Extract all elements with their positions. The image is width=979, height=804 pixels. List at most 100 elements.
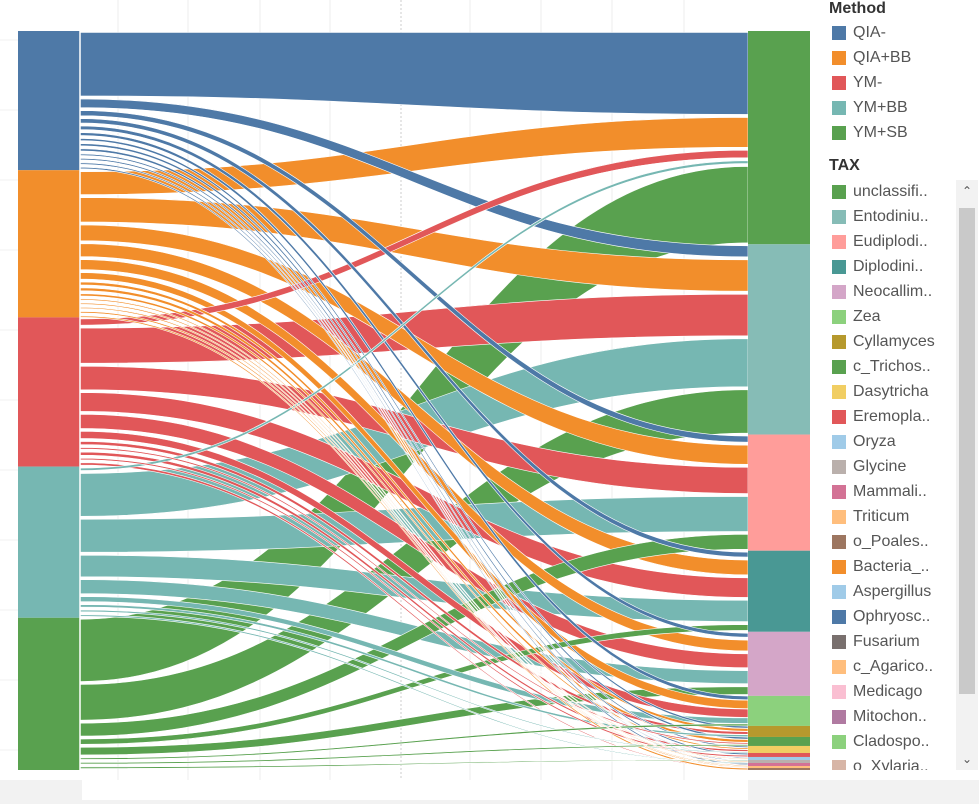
tax-node-cyllamyces[interactable]	[748, 725, 810, 737]
tax-legend-item[interactable]: Mammali..	[832, 481, 954, 503]
legend-label: Triticum	[853, 508, 910, 525]
legend-label: Glycine	[853, 458, 907, 475]
legend-label: o_Poales..	[853, 533, 929, 550]
tax-legend-item[interactable]: Mitochon..	[832, 706, 954, 728]
tax-legend-item[interactable]: Fusarium	[832, 631, 954, 653]
tax-node-diplodini[interactable]	[748, 550, 810, 632]
tax-legend-item[interactable]: Ophryosc..	[832, 606, 954, 628]
tax-legend-item[interactable]: Diplodini..	[832, 256, 954, 278]
legend-swatch	[832, 660, 846, 674]
tax-nodes	[748, 31, 810, 770]
legend-swatch	[832, 510, 846, 524]
legend-swatch	[832, 410, 846, 424]
legend-swatch	[832, 360, 846, 374]
tax-legend-item[interactable]: Oryza	[832, 431, 954, 453]
legend-label: Ophryosc..	[853, 608, 931, 625]
legend-swatch	[832, 210, 846, 224]
tax-legend-item[interactable]: unclassifi..	[832, 181, 954, 203]
legend-swatch	[832, 560, 846, 574]
tax-node-glycine[interactable]	[748, 759, 810, 763]
legend-swatch	[832, 485, 846, 499]
legend-swatch	[832, 435, 846, 449]
tax-legend-scroll-area[interactable]: unclassifi.. Entodiniu.. Eudiplodi.. Diplod…	[822, 180, 979, 770]
tax-legend-item[interactable]: Eudiplodi..	[832, 231, 954, 253]
legend-label: Diplodini..	[853, 258, 924, 275]
tax-node-zea[interactable]	[748, 695, 810, 726]
legend-swatch	[832, 585, 846, 599]
scroll-down-icon[interactable]: ⌄	[961, 752, 973, 766]
tax-legend-scrollbar[interactable]: ⌃ ⌄	[956, 180, 978, 770]
legend-label: Aspergillus	[853, 583, 932, 600]
tax-legend-item[interactable]: o_Xylaria..	[832, 756, 954, 770]
scroll-up-icon[interactable]: ⌃	[961, 184, 973, 198]
legend-swatch	[832, 76, 846, 90]
method-legend-item[interactable]: QIA-	[832, 22, 954, 44]
tax-legend-item[interactable]: Entodiniu..	[832, 206, 954, 228]
legend-swatch	[832, 710, 846, 724]
tax-legend-item[interactable]: Dasytricha	[832, 381, 954, 403]
tax-node-c-trichos[interactable]	[748, 736, 810, 746]
legend-label: Eudiplodi..	[853, 233, 928, 250]
method-node-ym-bb[interactable]	[18, 466, 80, 618]
tax-legend-item[interactable]: Neocallim..	[832, 281, 954, 303]
tax-node-dasytricha[interactable]	[748, 745, 810, 753]
horizontal-scroll-track	[82, 780, 748, 800]
tax-node-mammali[interactable]	[748, 762, 810, 766]
legend-label: unclassifi..	[853, 183, 928, 200]
legend-label: Cyllamyces	[853, 333, 935, 350]
tax-legend-item[interactable]: c_Agarico..	[832, 656, 954, 678]
method-node-qia-bb[interactable]	[18, 170, 80, 318]
tax-legend-item[interactable]: Aspergillus	[832, 581, 954, 603]
method-legend-item[interactable]: QIA+BB	[832, 47, 954, 69]
legend-label: YM+BB	[853, 99, 908, 116]
horizontal-scrollbar[interactable]	[0, 780, 979, 804]
method-legend-item[interactable]: YM+BB	[832, 97, 954, 119]
legend-panel: Method QIA- QIA+BB YM- YM+BB YM+SB TAX uncla…	[822, 0, 979, 780]
tax-legend-item[interactable]: Medicago	[832, 681, 954, 703]
flow-qia-to-unclassifi[interactable]	[79, 32, 749, 115]
flow-ym-sb-to-oryza[interactable]	[79, 759, 749, 769]
tax-legend-item[interactable]: Eremopla..	[832, 406, 954, 428]
method-legend-item[interactable]: YM+SB	[832, 122, 954, 144]
tax-legend-item[interactable]: Bacteria_..	[832, 556, 954, 578]
legend-swatch	[832, 126, 846, 140]
tax-node-oryza[interactable]	[748, 756, 810, 760]
legend-label: YM-	[853, 74, 883, 91]
scroll-thumb[interactable]	[959, 208, 975, 694]
method-node-qia[interactable]	[18, 31, 80, 171]
tax-legend-item[interactable]: Glycine	[832, 456, 954, 478]
tax-node-unclassifi[interactable]	[748, 31, 810, 245]
tax-node-triticum[interactable]	[748, 765, 810, 768]
legend-label: QIA+BB	[853, 49, 912, 66]
legend-label: Mammali..	[853, 483, 927, 500]
tax-node-o-poales[interactable]	[748, 767, 810, 770]
tax-legend-item[interactable]: c_Trichos..	[832, 356, 954, 378]
tax-legend-title: TAX	[829, 157, 860, 174]
legend-label: Cladospo..	[853, 733, 930, 750]
legend-swatch	[832, 51, 846, 65]
tax-legend-item[interactable]: o_Poales..	[832, 531, 954, 553]
method-nodes	[18, 31, 81, 770]
tax-node-entodiniu[interactable]	[748, 244, 810, 435]
tax-node-eremopla[interactable]	[748, 752, 810, 757]
legend-swatch	[832, 735, 846, 749]
tax-legend-item[interactable]: Cyllamyces	[832, 331, 954, 353]
method-node-ym-sb[interactable]	[18, 617, 80, 770]
legend-swatch	[832, 335, 846, 349]
tax-legend-item[interactable]: Triticum	[832, 506, 954, 528]
method-legend-title: Method	[829, 0, 886, 17]
method-legend-item[interactable]: YM-	[832, 72, 954, 94]
legend-label: Dasytricha	[853, 383, 929, 400]
tax-legend-item[interactable]: Cladospo..	[832, 731, 954, 753]
tax-node-eudiplodi[interactable]	[748, 434, 810, 551]
legend-label: QIA-	[853, 24, 886, 41]
legend-label: YM+SB	[853, 124, 908, 141]
tax-legend-item[interactable]: Zea	[832, 306, 954, 328]
legend-label: o_Xylaria..	[853, 758, 929, 770]
legend-label: Neocallim..	[853, 283, 933, 300]
method-node-ym[interactable]	[18, 317, 80, 467]
tax-node-neocallim[interactable]	[748, 631, 810, 696]
legend-label: Mitochon..	[853, 708, 927, 725]
legend-swatch	[832, 685, 846, 699]
